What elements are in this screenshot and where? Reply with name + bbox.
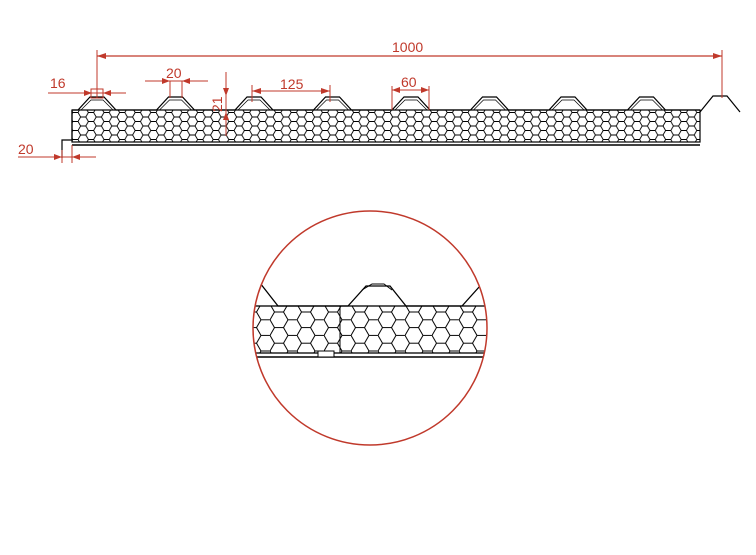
dim-rib-height: 21 — [209, 96, 225, 112]
detail-core — [253, 305, 487, 354]
detail-top-sheet — [253, 282, 487, 307]
rib-inner-line — [551, 99, 585, 111]
rib-inner-line — [237, 99, 271, 111]
left-step — [61, 110, 73, 158]
panel-section — [61, 95, 741, 158]
dimensions: 1000 16 20 21 125 60 — [18, 39, 723, 163]
rib-inner-line — [394, 99, 428, 111]
rib-inner-line — [316, 99, 349, 111]
dim-overall-width: 1000 — [392, 39, 423, 55]
panel-core — [71, 109, 701, 143]
dim-rib-spacing: 125 — [280, 76, 304, 92]
top-sheet-profile — [72, 96, 700, 111]
rib-inner-line — [630, 99, 663, 111]
rib-inner-line — [80, 99, 114, 111]
dim-rib-top-width: 20 — [166, 65, 182, 81]
dim-edge-offset: 16 — [50, 75, 66, 91]
rib-inner-line — [473, 99, 506, 111]
top-sheet — [72, 96, 700, 111]
detail-circle — [252, 210, 488, 446]
detail-view — [252, 210, 488, 446]
dim-rib-base-width: 60 — [401, 74, 417, 90]
right-end-rib — [699, 95, 741, 113]
dim-step-width: 20 — [18, 141, 34, 157]
rib-inner-line — [159, 99, 192, 111]
